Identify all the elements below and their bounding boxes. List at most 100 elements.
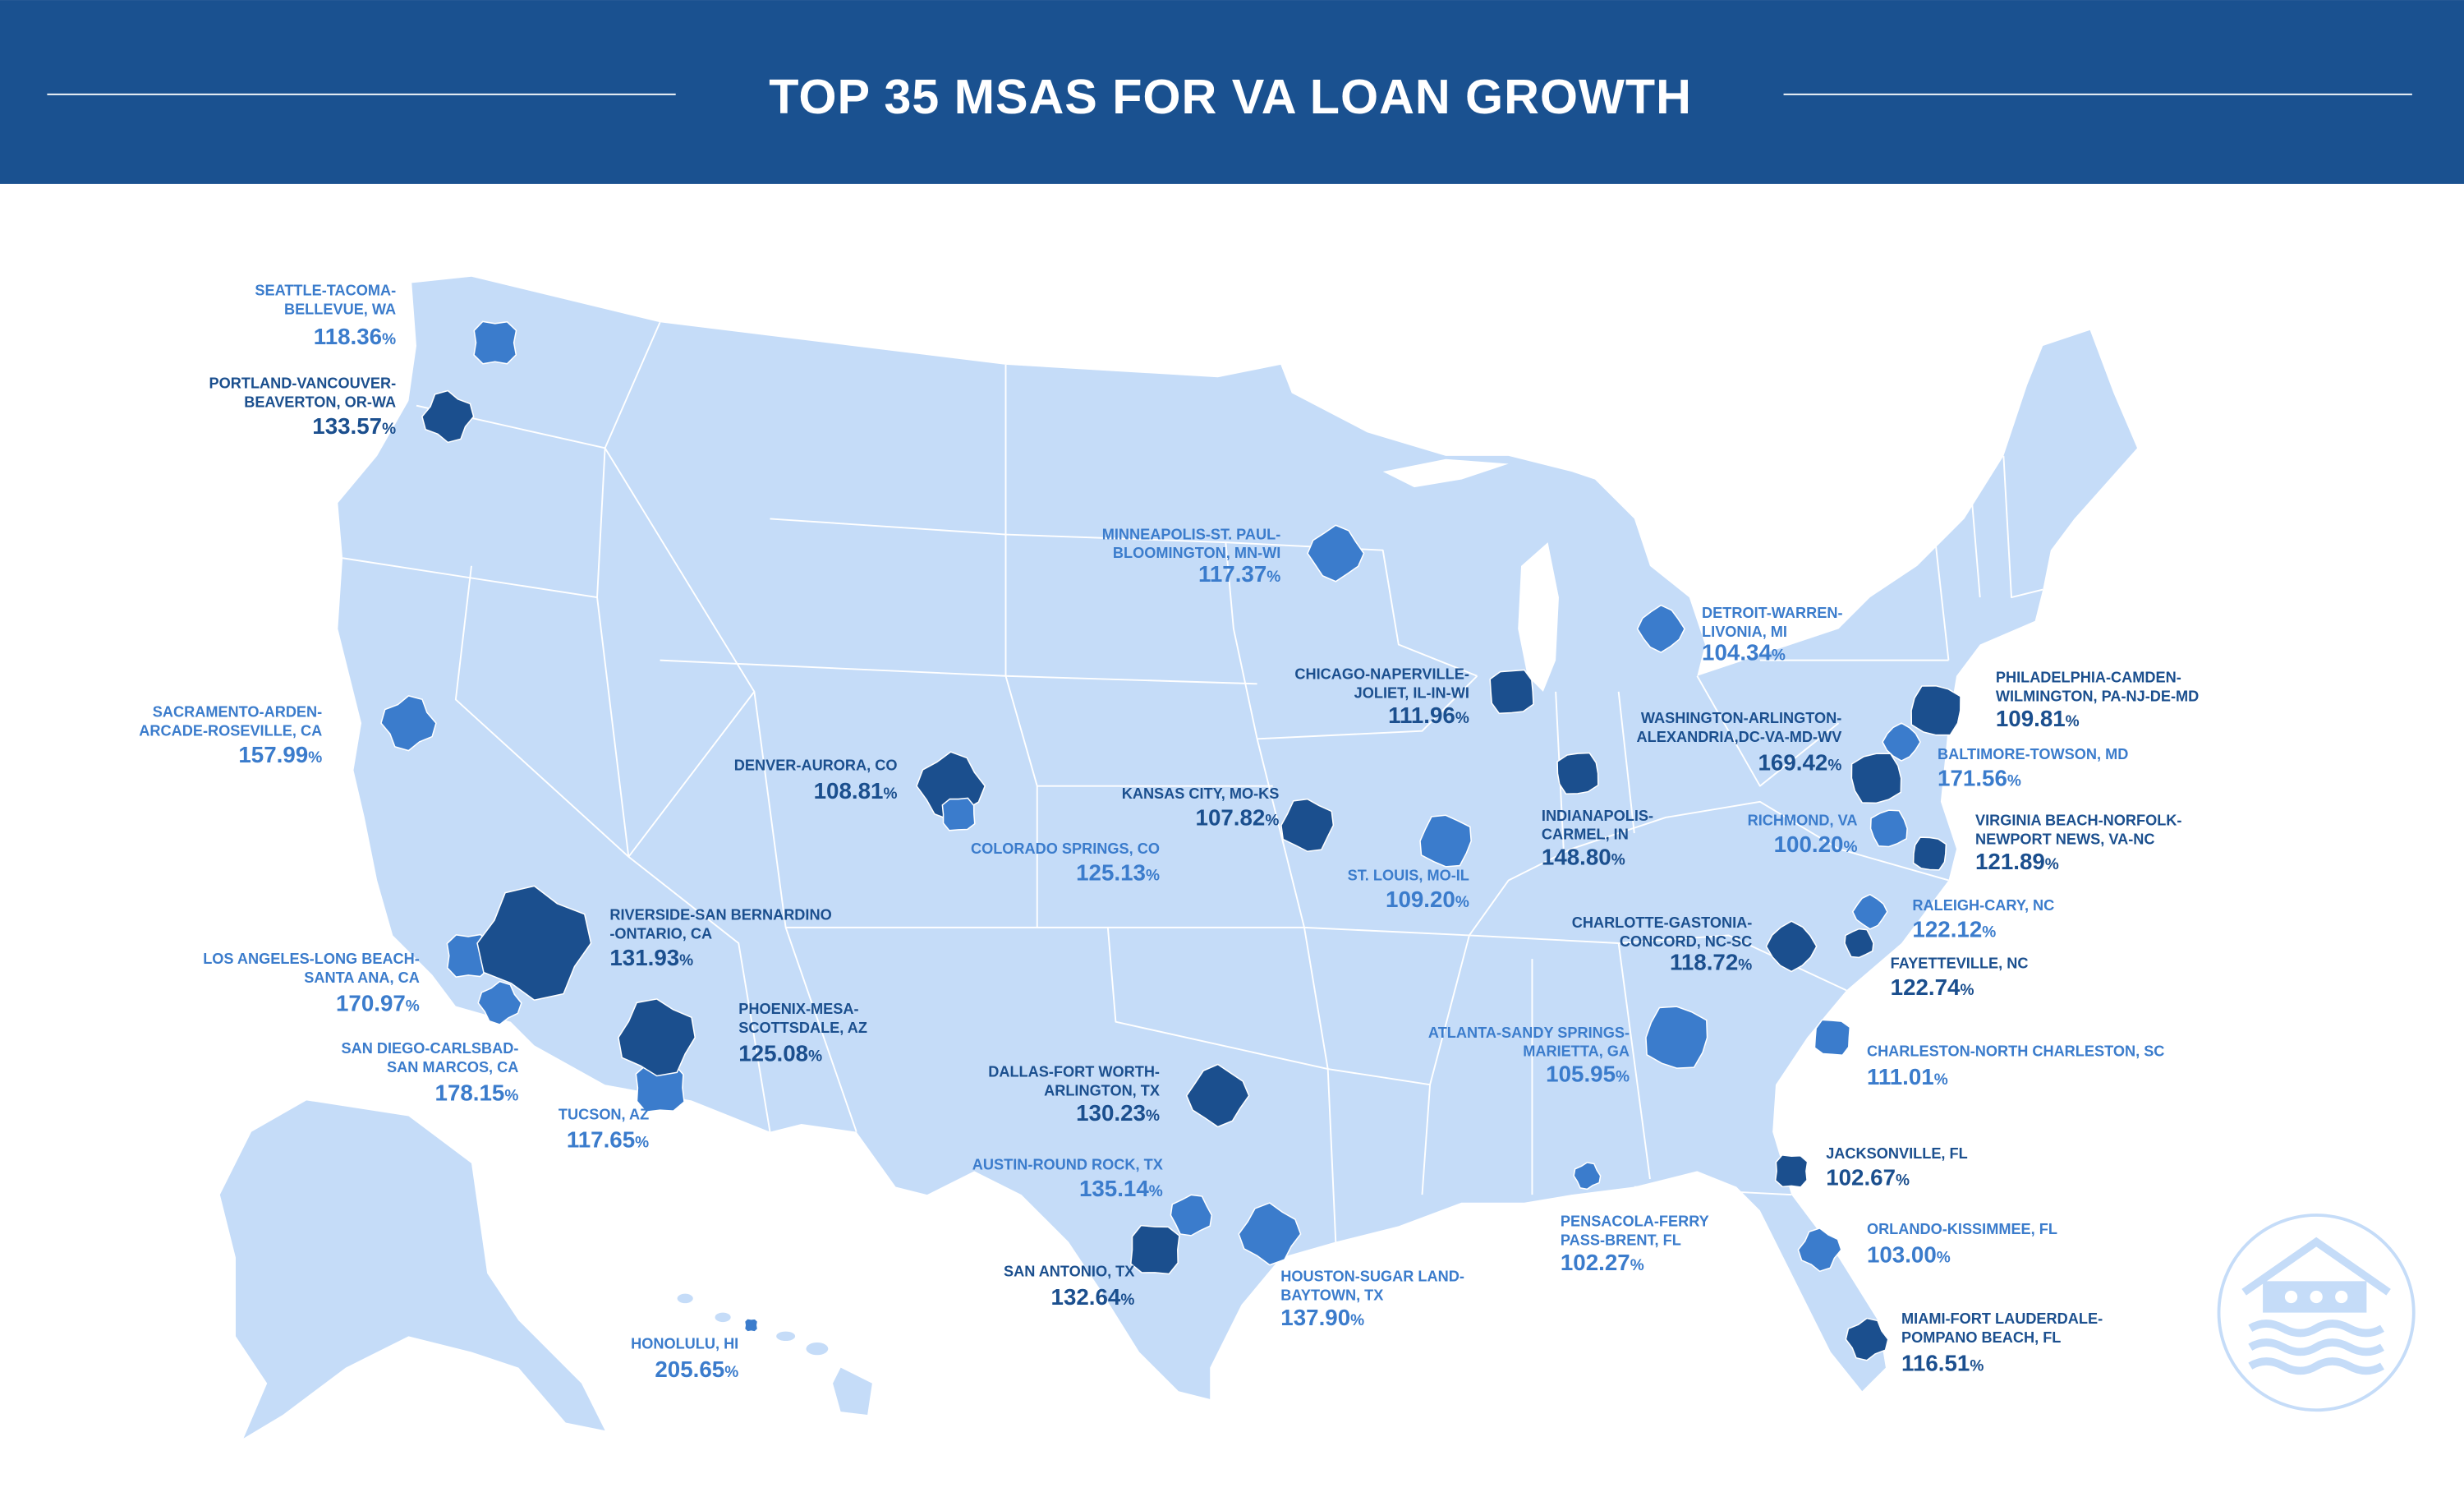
lake-michigan (1518, 542, 1559, 692)
msa-label: ORLANDO-KISSIMMEE, FL 103.00% (1867, 1221, 2057, 1267)
msa-area (1850, 753, 1902, 804)
msa-label: BALTIMORE-TOWSON, MD 171.56% (1938, 746, 2128, 791)
msa-label: FAYETTEVILLE, NC 122.74% (1891, 956, 2029, 1001)
msa-name: RALEIGH-CARY, NC (1912, 897, 2054, 914)
msa-label: PHILADELPHIA-CAMDEN- WILMINGTON, PA-NJ-DE… (1996, 669, 2199, 731)
msa-area (1851, 893, 1888, 930)
msa-name: LOS ANGELES-LONG BEACH- (203, 951, 420, 967)
msa-name: SAN ANTONIO, TX (1004, 1264, 1134, 1280)
msa-areas (380, 320, 1961, 1361)
msa-growth: 178.15% (435, 1080, 519, 1105)
msa-name: HONOLULU, HI (631, 1336, 738, 1352)
msa-area (1129, 1224, 1180, 1275)
msa-growth: 171.56% (1938, 766, 2021, 791)
msa-area (380, 695, 437, 752)
msa-name: AUSTIN-ROUND ROCK, TX (972, 1157, 1163, 1173)
msa-label: CHICAGO-NAPERVILLE- JOLIET, IL-IN-WI111.9… (1294, 666, 1469, 729)
logo-ring (2217, 1214, 2416, 1412)
msa-name: VIRGINIA BEACH-NORFOLK- (1975, 813, 2181, 829)
msa-label: VIRGINIA BEACH-NORFOLK- NEWPORT NEWS, VA-… (1975, 813, 2181, 875)
msa-name: WILMINGTON, PA-NJ-DE-MD (1996, 688, 2199, 704)
msa-name: CHARLESTON-NORTH CHARLESTON, SC (1867, 1043, 2164, 1060)
lake-superior (1382, 458, 1509, 488)
msa-area (476, 885, 592, 1002)
msa-area (477, 980, 522, 1025)
msa-growth: 169.42% (1758, 750, 1841, 776)
logo-star (2310, 1290, 2323, 1304)
msa-growth: 102.67% (1826, 1165, 1910, 1191)
msa-name: COLORADO SPRINGS, CO (971, 841, 1160, 857)
msa-name: SAN DIEGO-CARLSBAD- (342, 1040, 519, 1057)
msa-name: JOLIET, IL-IN-WI (1354, 685, 1469, 702)
msa-growth: 117.37% (1198, 561, 1280, 587)
msa-label: SAN DIEGO-CARLSBAD- SAN MARCOS, CA 178.15% (342, 1040, 519, 1105)
msa-label: PHOENIX-MESA- SCOTTSDALE, AZ 125.08% (738, 1001, 867, 1066)
msa-growth: 109.81% (1996, 706, 2080, 731)
msa-name: RICHMOND, VA (1748, 813, 1858, 829)
msa-growth: 109.20% (1386, 887, 1469, 912)
msa-name: ARLINGTON, TX (1044, 1083, 1160, 1099)
msa-name: LIVONIA, MI (1702, 624, 1787, 640)
continental-us (338, 276, 2138, 1399)
msa-growth: 111.96% (1388, 702, 1469, 728)
msa-label: PORTLAND-VANCOUVER- BEAVERTON, OR-WA 133.5… (209, 375, 397, 439)
msa-name: ST. LOUIS, MO-IL (1348, 867, 1469, 883)
msa-name: BAYTOWN, TX (1280, 1287, 1383, 1303)
msa-label: DENVER-AURORA, CO 108.81% (734, 758, 898, 804)
msa-name: ATLANTA-SANDY SPRINGS- (1428, 1025, 1630, 1041)
msa-growth: 118.72% (1670, 950, 1752, 975)
msa-area (1797, 1227, 1842, 1273)
us-map (219, 276, 2138, 1439)
state-lines (342, 321, 2043, 1242)
msa-area (1419, 814, 1472, 868)
msa-area (1910, 685, 1961, 736)
msa-growth: 102.27% (1561, 1250, 1644, 1275)
msa-area (1556, 752, 1599, 795)
msa-growth: 125.08% (738, 1040, 822, 1066)
msa-name: SAN MARCOS, CA (387, 1059, 518, 1075)
msa-name: BALTIMORE-TOWSON, MD (1938, 746, 2128, 762)
msa-name: -ONTARIO, CA (609, 925, 712, 942)
msa-name: BELLEVUE, WA (284, 302, 396, 318)
msa-growth: 157.99% (238, 742, 322, 767)
msa-label: SAN ANTONIO, TX 132.64% (1004, 1264, 1134, 1310)
msa-name: NEWPORT NEWS, VA-NC (1975, 831, 2155, 847)
msa-growth: 118.36% (314, 324, 396, 349)
msa-name: DALLAS-FORT WORTH- (988, 1064, 1160, 1080)
msa-growth: 135.14% (1079, 1176, 1163, 1201)
msa-label: ATLANTA-SANDY SPRINGS- MARIETTA, GA105.95… (1428, 1025, 1630, 1087)
msa-area (1774, 1154, 1809, 1188)
msa-name: CHICAGO-NAPERVILLE- (1294, 666, 1469, 683)
alaska (219, 1100, 605, 1439)
msa-area (1845, 1317, 1889, 1361)
msa-growth: 137.90% (1280, 1305, 1364, 1330)
msa-name: RIVERSIDE-SAN BERNARDINO (609, 906, 831, 923)
msa-label: RICHMOND, VA 100.20% (1748, 813, 1858, 858)
msa-name: SEATTLE-TACOMA- (255, 283, 396, 299)
msa-name: WASHINGTON-ARLINGTON- (1641, 710, 1841, 726)
msa-label: SACRAMENTO-ARDEN- ARCADE-ROSEVILLE, CA 157… (139, 703, 322, 767)
logo-waves (2248, 1319, 2384, 1375)
msa-name: ALEXANDRIA,DC-VA-MD-WV (1637, 729, 1842, 745)
msa-growth: 121.89% (1975, 849, 2059, 874)
msa-name: PORTLAND-VANCOUVER- (209, 375, 397, 392)
msa-name: HOUSTON-SUGAR LAND- (1280, 1268, 1464, 1284)
island (833, 1367, 872, 1415)
msa-growth: 122.12% (1912, 916, 1996, 942)
msa-area (1280, 798, 1335, 853)
msa-label: HOUSTON-SUGAR LAND- BAYTOWN, TX 137.90% (1280, 1268, 1464, 1330)
hawaii (677, 1293, 872, 1415)
msa-label: LOS ANGELES-LONG BEACH- SANTA ANA, CA 170.… (203, 951, 420, 1016)
msa-name: PHILADELPHIA-CAMDEN- (1996, 669, 2181, 685)
msa-growth: 107.82% (1196, 805, 1280, 831)
msa-name: BLOOMINGTON, MN-WI (1113, 545, 1280, 561)
msa-growth: 122.74% (1891, 974, 1974, 1000)
msa-label: AUSTIN-ROUND ROCK, TX 135.14% (972, 1157, 1163, 1202)
island (806, 1342, 829, 1356)
msa-name: FAYETTEVILLE, NC (1891, 956, 2029, 972)
